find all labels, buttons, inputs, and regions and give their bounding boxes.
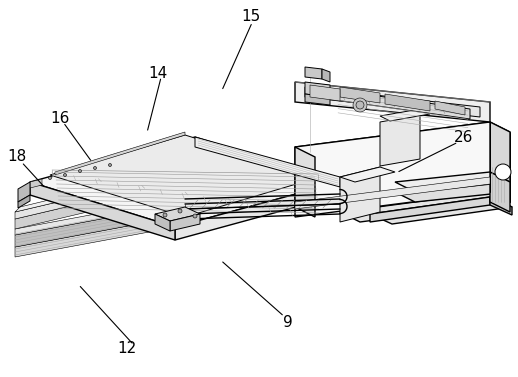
Polygon shape [15, 167, 185, 212]
Polygon shape [370, 197, 490, 222]
Polygon shape [310, 85, 340, 101]
Polygon shape [380, 115, 420, 166]
Circle shape [178, 209, 182, 213]
Polygon shape [15, 172, 185, 219]
Text: 12: 12 [117, 341, 137, 356]
Circle shape [163, 213, 167, 217]
Polygon shape [195, 137, 340, 187]
Polygon shape [322, 69, 330, 82]
Polygon shape [30, 137, 340, 227]
Polygon shape [15, 180, 310, 247]
Polygon shape [335, 90, 470, 119]
Text: 9: 9 [283, 315, 292, 330]
Polygon shape [380, 109, 430, 121]
Polygon shape [490, 197, 512, 215]
Polygon shape [30, 182, 175, 240]
Text: 15: 15 [241, 9, 261, 25]
Text: 26: 26 [454, 130, 473, 145]
Polygon shape [490, 167, 510, 202]
Polygon shape [340, 192, 510, 222]
Polygon shape [50, 135, 320, 217]
Text: 16: 16 [50, 111, 69, 126]
Polygon shape [370, 197, 512, 224]
Polygon shape [340, 167, 490, 212]
Polygon shape [170, 214, 200, 231]
Circle shape [64, 173, 66, 176]
Polygon shape [340, 167, 380, 222]
Polygon shape [155, 214, 170, 231]
Circle shape [94, 167, 96, 170]
Polygon shape [305, 67, 322, 79]
Polygon shape [490, 172, 510, 212]
Polygon shape [15, 174, 310, 235]
Polygon shape [305, 94, 330, 105]
Polygon shape [18, 182, 30, 202]
Polygon shape [155, 207, 200, 221]
Polygon shape [490, 122, 510, 202]
Polygon shape [15, 192, 310, 257]
Polygon shape [305, 87, 480, 117]
Polygon shape [295, 122, 490, 217]
Polygon shape [15, 179, 185, 229]
Polygon shape [55, 132, 185, 175]
Polygon shape [30, 179, 42, 188]
Polygon shape [295, 177, 490, 209]
Polygon shape [435, 101, 465, 115]
Circle shape [495, 164, 511, 180]
Polygon shape [295, 122, 510, 157]
Polygon shape [295, 147, 315, 217]
Text: 18: 18 [7, 149, 26, 164]
Polygon shape [385, 94, 430, 111]
Polygon shape [340, 167, 395, 182]
Polygon shape [18, 195, 30, 208]
Circle shape [108, 164, 111, 167]
Text: 14: 14 [148, 66, 168, 81]
Polygon shape [395, 182, 510, 202]
Polygon shape [295, 82, 490, 122]
Polygon shape [395, 172, 510, 192]
Circle shape [356, 101, 364, 109]
Circle shape [49, 176, 51, 179]
Circle shape [353, 98, 367, 112]
Polygon shape [305, 82, 330, 97]
Circle shape [79, 170, 81, 173]
Polygon shape [340, 87, 380, 103]
Polygon shape [175, 182, 340, 240]
Circle shape [193, 214, 197, 218]
